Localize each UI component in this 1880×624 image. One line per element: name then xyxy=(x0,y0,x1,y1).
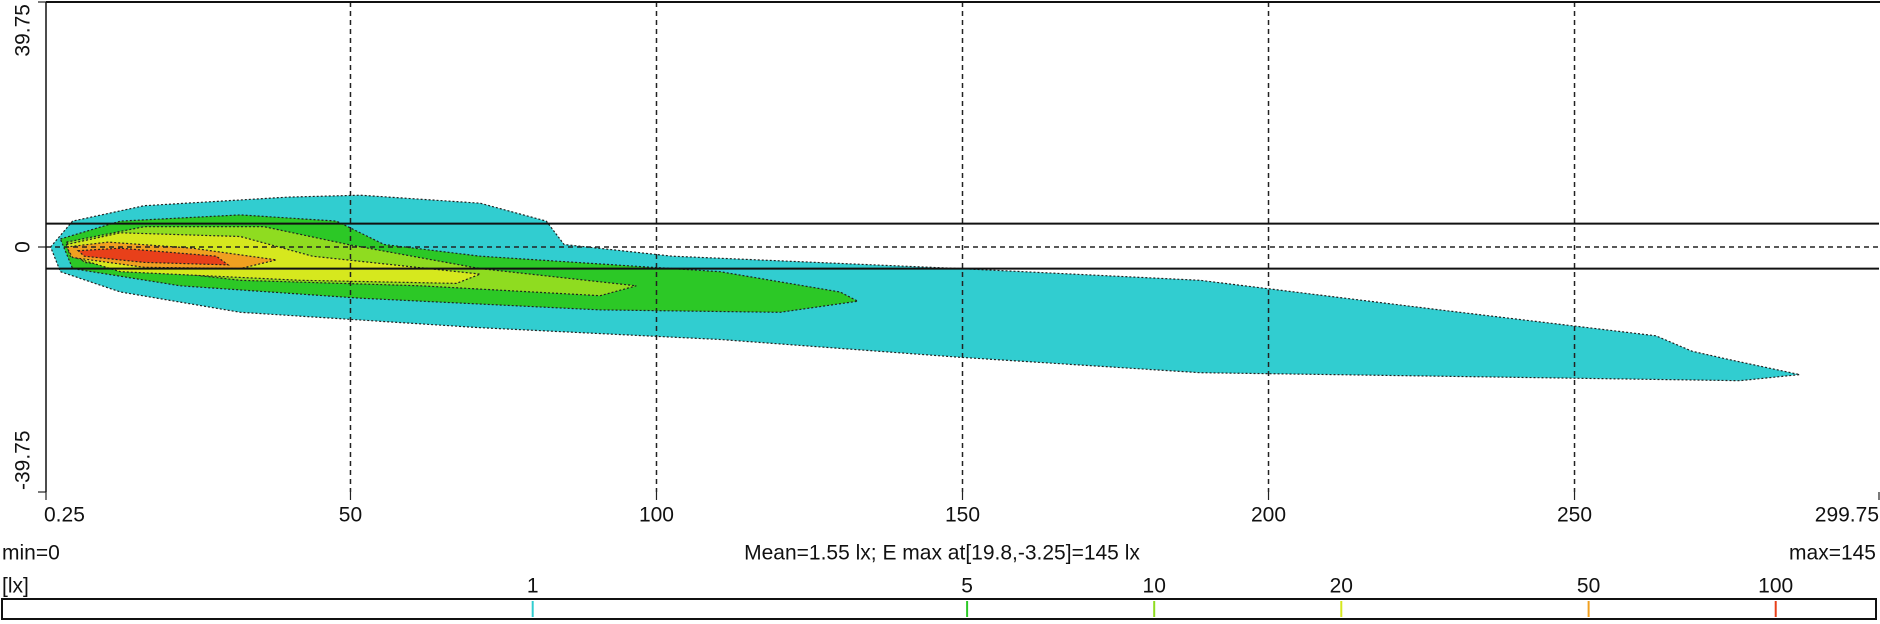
colorbar xyxy=(1,598,1877,620)
max-label: max=145 xyxy=(1789,542,1876,565)
contour-area xyxy=(65,232,481,285)
colorbar-tick-label: 10 xyxy=(1143,575,1166,598)
stats-label: Mean=1.55 lx; E max at[19.8,-3.25]=145 l… xyxy=(744,542,1140,565)
x-tick-label: 150 xyxy=(945,504,980,527)
min-label: min=0 xyxy=(2,542,60,565)
y-tick-label: -39.75 xyxy=(12,430,35,490)
contour-area xyxy=(76,247,230,266)
colorbar-unit: [lx] xyxy=(2,575,29,598)
y-tick-label: 0 xyxy=(12,241,35,253)
x-tick-label: 0.25 xyxy=(44,504,85,527)
colorbar-tick-label: 50 xyxy=(1577,575,1600,598)
contour-area xyxy=(49,194,1800,382)
colorbar-tick-label: 1 xyxy=(527,575,539,598)
y-tick-label: 39.75 xyxy=(12,4,35,57)
x-tick-label: 200 xyxy=(1251,504,1286,527)
colorbar-tick-label: 5 xyxy=(961,575,973,598)
x-tick-label: 299.75 xyxy=(1815,504,1879,527)
colorbar-tick-label: 100 xyxy=(1758,575,1793,598)
x-tick-label: 50 xyxy=(339,504,362,527)
x-tick-label: 100 xyxy=(639,504,674,527)
colorbar-tick-label: 20 xyxy=(1330,575,1353,598)
x-tick-label: 250 xyxy=(1557,504,1592,527)
